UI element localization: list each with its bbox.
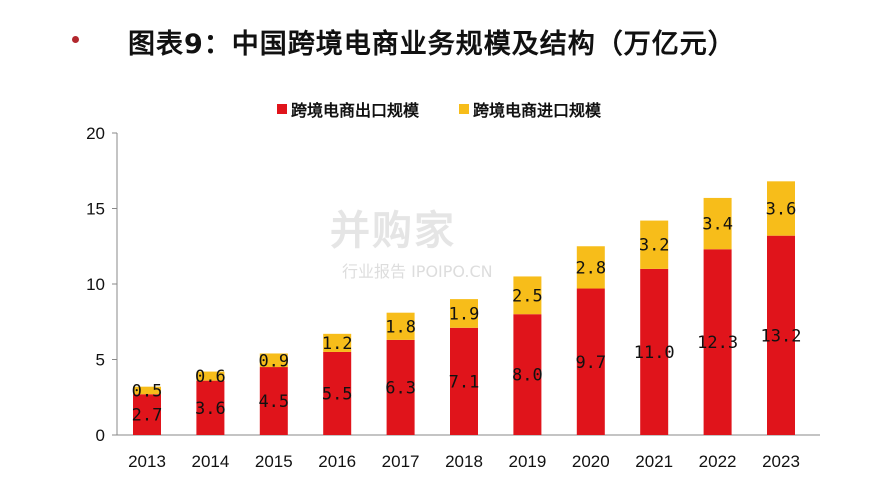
- data-label-import: 0.5: [132, 381, 163, 401]
- bar-import: [259, 353, 288, 368]
- data-label-export: 12.3: [697, 333, 738, 353]
- data-label-import: 2.8: [575, 258, 606, 278]
- x-tick-label: 2014: [191, 452, 229, 471]
- data-label-export: 9.7: [575, 353, 606, 373]
- bar-import: [576, 246, 605, 289]
- data-label-import: 3.4: [702, 215, 733, 235]
- x-tick-label: 2016: [318, 452, 356, 471]
- watermark-subtitle: 行业报告 IPOIPO.CN: [342, 262, 493, 281]
- bar-export: [703, 249, 732, 435]
- data-label-export: 11.0: [634, 343, 675, 363]
- x-tick-label: 2023: [762, 452, 800, 471]
- bar-export: [513, 314, 542, 435]
- bar-import: [703, 197, 732, 250]
- legend-item-export: 跨境电商出口规模: [276, 97, 419, 121]
- data-label-import: 1.9: [449, 304, 480, 324]
- bar-import: [323, 333, 352, 352]
- bar-import: [450, 299, 478, 328]
- bar-import: [133, 386, 161, 395]
- data-label-import: 0.9: [258, 351, 289, 371]
- x-tick-label: 2013: [128, 452, 166, 471]
- x-tick-label: 2018: [445, 452, 483, 471]
- y-tick-label: 5: [96, 351, 105, 370]
- bar-export: [323, 351, 352, 435]
- data-label-import: 0.6: [195, 367, 226, 387]
- legend-label-export: 跨境电商出口规模: [290, 101, 419, 120]
- bar-export: [576, 288, 605, 435]
- data-label-import: 3.2: [639, 236, 670, 256]
- bar-export: [259, 367, 288, 435]
- legend-swatch-export: [276, 104, 287, 114]
- data-label-import: 1.2: [322, 334, 353, 354]
- bar-export: [640, 268, 669, 435]
- legend-item-import: 跨境电商进口规模: [459, 97, 601, 121]
- chart-title: 图表9：中国跨境电商业务规模及结构（万亿元）: [128, 29, 736, 60]
- data-label-export: 6.3: [385, 378, 416, 398]
- x-tick-label: 2021: [635, 452, 673, 471]
- y-tick-label: 0: [96, 426, 105, 445]
- bar-import: [640, 220, 669, 269]
- bar-export: [767, 235, 795, 435]
- bar-export: [450, 327, 478, 435]
- data-label-export: 3.6: [195, 399, 226, 419]
- bar-import: [767, 181, 795, 236]
- y-tick-label: 15: [86, 200, 105, 219]
- bar-import: [386, 312, 415, 340]
- legend-swatch-import: [459, 104, 469, 114]
- bar-import: [513, 276, 542, 315]
- data-label-export: 7.1: [449, 372, 480, 392]
- x-tick-label: 2022: [699, 452, 737, 471]
- y-tick-label: 20: [86, 124, 105, 143]
- x-tick-label: 2020: [572, 452, 610, 471]
- title-bullet: [72, 36, 79, 43]
- data-label-export: 2.7: [132, 406, 163, 426]
- y-tick-label: 10: [86, 275, 105, 294]
- watermark-logo: 并购家: [330, 208, 456, 254]
- data-label-import: 1.8: [385, 317, 416, 337]
- x-tick-label: 2017: [382, 452, 420, 471]
- bar-export: [196, 380, 225, 435]
- x-tick-label: 2015: [255, 452, 293, 471]
- data-label-export: 4.5: [258, 392, 289, 412]
- data-label-export: 5.5: [322, 384, 353, 404]
- x-tick-label: 2019: [508, 452, 546, 471]
- legend-label-import: 跨境电商进口规模: [473, 101, 602, 120]
- bar-export: [133, 394, 161, 435]
- bar-import: [196, 371, 225, 381]
- legend: 跨境电商出口规模 跨境电商进口规模: [0, 97, 878, 121]
- data-label-export: 8.0: [512, 366, 543, 386]
- data-label-export: 13.2: [761, 326, 802, 346]
- data-label-import: 3.6: [766, 200, 797, 220]
- data-label-import: 2.5: [512, 286, 543, 306]
- bar-export: [386, 339, 415, 435]
